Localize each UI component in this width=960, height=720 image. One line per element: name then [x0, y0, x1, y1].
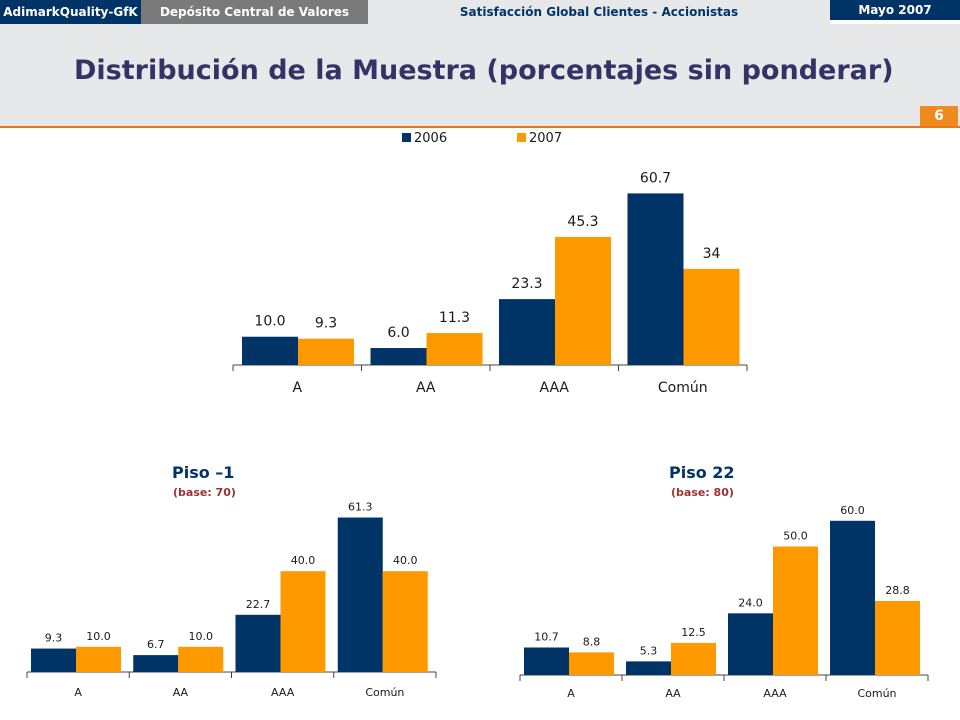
- bar-piso-22-2007: [875, 600, 920, 675]
- data-label-main-2006: 10.0: [254, 314, 285, 330]
- data-label-main-2006: 6.0: [387, 325, 409, 341]
- bar-main-2006: [499, 299, 555, 365]
- data-label-main-2007: 9.3: [315, 316, 337, 332]
- bar-piso-1-2007: [382, 571, 428, 672]
- category-label-piso-22: Común: [857, 687, 896, 700]
- category-label-piso-1: Común: [365, 686, 404, 699]
- category-label-piso-22: A: [567, 687, 575, 700]
- legend-item-2007: 2007: [517, 131, 562, 147]
- brand-label: AdimarkQuality-GfK: [0, 0, 141, 24]
- bar-main-2007: [298, 338, 354, 365]
- data-label-piso-22-2006: 5.3: [640, 644, 658, 657]
- category-label-main: AA: [416, 380, 436, 396]
- bar-piso-22-2006: [728, 613, 773, 675]
- bar-main-2007: [426, 333, 483, 365]
- category-label-main: AAA: [539, 380, 569, 396]
- legend-swatch-2007: [517, 133, 526, 142]
- bar-piso-1-2006: [31, 648, 76, 672]
- top-bar: AdimarkQuality-GfK Depósito Central de V…: [0, 0, 960, 24]
- bar-main-2007: [555, 236, 611, 365]
- data-label-piso-1-2006: 61.3: [348, 501, 373, 514]
- bar-piso-1-2007: [178, 646, 224, 672]
- date-label: Mayo 2007: [830, 0, 960, 20]
- bar-piso-22-2006: [524, 647, 569, 675]
- data-label-main-2007: 34: [703, 246, 721, 262]
- category-label-piso-1: A: [74, 686, 82, 699]
- legend-label-2006: 2006: [414, 131, 448, 146]
- category-label-piso-1: AAA: [271, 686, 295, 699]
- data-label-main-2006: 60.7: [640, 170, 671, 186]
- data-label-piso-1-2007: 10.0: [189, 630, 214, 643]
- category-label-main: Común: [658, 380, 708, 396]
- data-label-piso-22-2007: 12.5: [681, 626, 706, 639]
- category-label-piso-1: AA: [173, 686, 189, 699]
- data-label-piso-1-2006: 22.7: [246, 598, 271, 611]
- page-number: 6: [920, 106, 958, 126]
- bar-piso-22-2006: [830, 520, 875, 675]
- chart-title-piso-22: Piso 22: [669, 463, 735, 482]
- bar-main-2006: [370, 348, 427, 365]
- data-label-piso-22-2007: 8.8: [583, 635, 601, 648]
- bar-piso-1-2007: [280, 571, 326, 672]
- bar-main-2007: [683, 268, 740, 365]
- study-label: Satisfacción Global Clientes - Accionist…: [368, 0, 830, 24]
- data-label-main-2007: 11.3: [439, 310, 470, 326]
- chart-title-piso-1: Piso –1: [172, 463, 235, 482]
- bar-main-2006: [242, 336, 298, 365]
- chart-base-piso-22: (base: 80): [671, 486, 734, 499]
- data-label-main-2006: 23.3: [511, 276, 542, 292]
- data-label-piso-22-2006: 60.0: [840, 504, 865, 517]
- header-band: [0, 24, 960, 127]
- chart-base-piso-1: (base: 70): [173, 486, 236, 499]
- bar-main-2006: [627, 193, 684, 365]
- bar-piso-22-2006: [626, 661, 671, 675]
- header-divider: [0, 126, 960, 128]
- legend-label-2007: 2007: [529, 131, 563, 146]
- data-label-piso-1-2007: 40.0: [291, 554, 316, 567]
- bar-piso-22-2007: [671, 642, 716, 675]
- data-label-piso-1-2007: 10.0: [86, 630, 111, 643]
- data-label-piso-1-2006: 9.3: [45, 632, 63, 645]
- data-label-piso-1-2006: 6.7: [147, 638, 165, 651]
- data-label-piso-22-2007: 28.8: [885, 584, 910, 597]
- page-title: Distribución de la Muestra (porcentajes …: [74, 55, 894, 86]
- legend-swatch-2006: [402, 133, 411, 142]
- bar-piso-22-2007: [569, 652, 614, 675]
- bar-piso-1-2006: [133, 655, 179, 672]
- data-label-piso-22-2007: 50.0: [783, 530, 808, 543]
- bar-piso-1-2007: [76, 646, 121, 672]
- bar-piso-1-2006: [337, 517, 383, 672]
- category-label-piso-22: AAA: [763, 687, 787, 700]
- data-label-piso-1-2007: 40.0: [393, 554, 418, 567]
- legend-item-2006: 2006: [402, 131, 447, 147]
- data-label-piso-22-2006: 10.7: [534, 631, 559, 644]
- bar-piso-1-2006: [235, 614, 281, 672]
- data-label-piso-22-2006: 24.0: [738, 596, 763, 609]
- category-label-piso-22: AA: [665, 687, 681, 700]
- bar-piso-22-2007: [773, 546, 818, 675]
- client-label: Depósito Central de Valores: [141, 0, 368, 24]
- category-label-main: A: [292, 380, 302, 396]
- data-label-main-2007: 45.3: [567, 214, 598, 230]
